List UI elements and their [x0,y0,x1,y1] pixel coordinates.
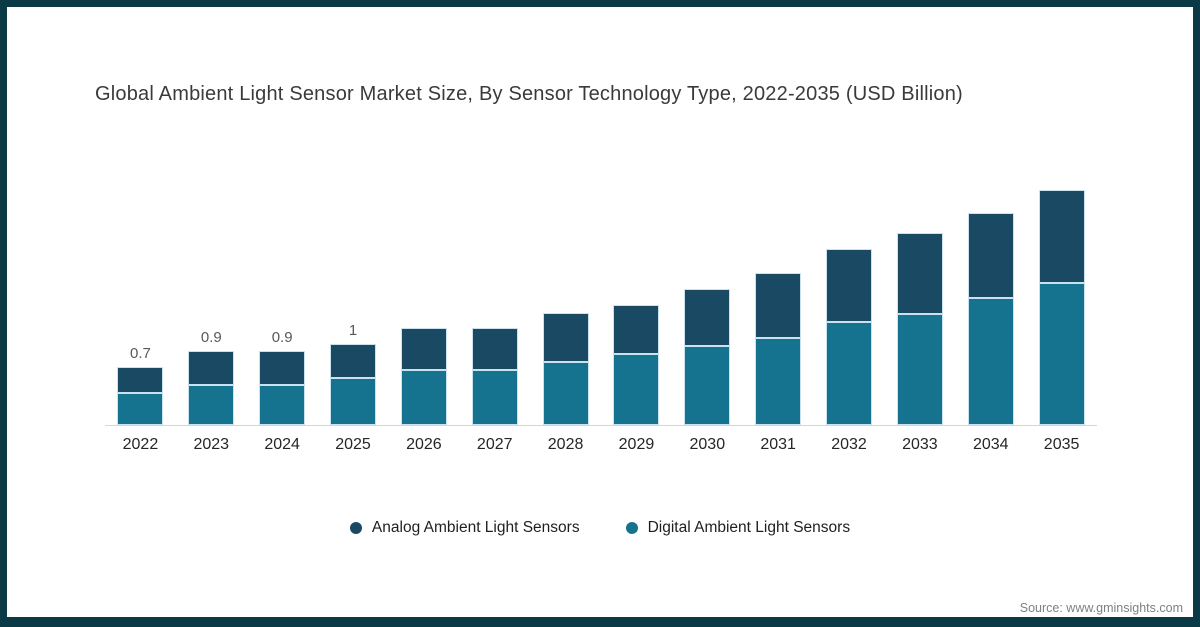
stacked-bar [188,351,235,425]
analog-segment [260,352,305,384]
analog-segment [968,214,1013,297]
stacked-bar [330,344,376,425]
x-axis-label: 2028 [547,436,584,453]
stacked-bar [755,273,802,425]
stacked-bar [1038,190,1085,425]
x-axis-label: 2026 [406,436,442,453]
digital-segment [118,392,163,424]
stacked-bar [684,289,731,425]
analog-segment [472,329,517,369]
bar-column: 0.9 [176,172,247,425]
stacked-bar [117,367,164,425]
x-axis-label: 2033 [902,436,938,453]
analog-segment [189,352,234,384]
plot-area: 0.7 0.9 0.9 1 [105,172,1097,425]
digital-segment [331,377,375,424]
stacked-bar [471,328,518,425]
bar-column [1026,172,1097,425]
analog-segment [118,368,163,392]
bar-column [672,172,743,425]
analog-segment [543,314,588,361]
stacked-bar [613,305,660,425]
digital-segment [472,369,517,424]
bar-column [884,172,955,425]
stacked-bar [400,328,447,425]
bar-value-label: 0.9 [200,329,222,346]
legend: Analog Ambient Light Sensors Digital Amb… [7,519,1193,537]
analog-segment [331,345,375,377]
digital-segment [401,369,446,424]
x-axis-label: 2027 [476,436,513,453]
analog-segment [401,329,446,369]
bar-column [743,172,814,425]
x-axis-label: 2035 [1043,436,1080,453]
bar-column [601,172,672,425]
x-axis-label: 2031 [760,436,796,453]
digital-segment [260,384,305,424]
digital-segment [685,345,730,424]
legend-item-analog: Analog Ambient Light Sensors [349,519,580,537]
bar-column [388,172,459,425]
legend-label-analog: Analog Ambient Light Sensors [371,519,580,536]
digital-segment [189,384,234,424]
chart-title: Global Ambient Light Sensor Market Size,… [95,83,963,105]
bar-value-label: 0.9 [271,329,293,346]
x-axis-label: 2032 [831,436,867,453]
analog-segment [614,306,659,353]
stacked-bar [826,249,873,425]
bar-column [459,172,530,425]
bar-value-label: 0.7 [130,345,151,362]
x-axis-label: 2025 [335,436,371,453]
legend-item-digital: Digital Ambient Light Sensors [625,519,851,537]
stacked-bar [967,213,1014,425]
analog-segment [1039,191,1084,282]
bar-value-label: 1 [348,322,358,339]
bar-column [955,172,1026,425]
x-axis-label: 2023 [193,436,230,453]
digital-segment [756,337,801,424]
digital-segment [968,297,1013,424]
analog-segment [756,274,801,337]
x-axis-label: 2022 [122,436,159,453]
digital-segment [897,313,942,424]
digital-segment [543,361,588,424]
analog-segment [827,250,872,321]
bar-column: 0.9 [247,172,318,425]
x-axis-labels: 2022 2023 2024 2025 2026 2027 2028 2029 2030 2031… [105,436,1097,454]
legend-dot-analog-icon [349,522,362,534]
x-axis-label: 2034 [972,436,1009,453]
stacked-bar [896,233,943,425]
legend-dot-digital-icon [625,522,638,534]
x-axis-label: 2029 [618,436,655,453]
source-text: Source: www.gminsights.com [1019,601,1183,615]
digital-segment [614,353,659,424]
analog-segment [685,290,730,345]
digital-segment [1039,282,1084,424]
bar-column [530,172,601,425]
stacked-bar [542,313,589,425]
x-axis-label: 2030 [689,436,726,453]
stacked-bar [259,351,306,425]
legend-label-digital: Digital Ambient Light Sensors [647,519,851,536]
bar-column: 0.7 [105,172,176,425]
x-axis-label: 2024 [264,436,300,453]
digital-segment [827,321,872,424]
bar-column [814,172,885,425]
bar-column: 1 [318,172,389,425]
x-axis-line [105,425,1097,426]
analog-segment [897,234,942,313]
